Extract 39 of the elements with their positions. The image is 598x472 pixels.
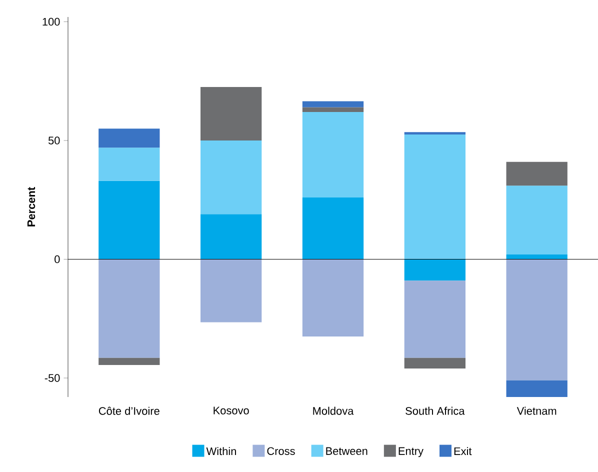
bar (506, 162, 568, 186)
y-tick-label: 100 (42, 18, 60, 26)
bar (302, 259, 364, 336)
bar (506, 254, 568, 260)
legend-label: Cross (267, 447, 295, 455)
bar (404, 259, 466, 281)
bar (506, 186, 568, 254)
bar (302, 107, 364, 112)
y-tick-label: 0 (54, 255, 60, 264)
bar (302, 198, 364, 260)
bar (200, 259, 262, 322)
bar (98, 358, 160, 365)
y-tick-label: -50 (44, 374, 60, 382)
bar (98, 148, 160, 181)
x-tick-label: Kosovo (214, 406, 249, 414)
bar (98, 180, 160, 260)
bar (302, 112, 364, 198)
bar (404, 132, 466, 135)
bar (200, 214, 262, 260)
legend-label: Exit (454, 447, 472, 456)
bar (200, 87, 262, 140)
x-tick-label: Vietnam (516, 406, 556, 415)
legend-label: Within (206, 447, 236, 456)
bar (506, 259, 568, 380)
y-tick-label: 50 (48, 136, 60, 144)
bar (404, 358, 466, 368)
x-tick-label: Côte d’Ivoire (98, 406, 160, 415)
bar (200, 140, 262, 214)
bar (98, 259, 160, 358)
legend-label: Entry (398, 447, 424, 458)
legend-label: Between (326, 447, 368, 455)
bar (404, 280, 466, 358)
bar (506, 380, 568, 397)
y-axis-title: Percent (27, 187, 36, 226)
x-tick-label: Moldova (313, 406, 354, 415)
bar (98, 128, 160, 148)
bar (404, 134, 466, 260)
bar (302, 101, 364, 108)
x-tick-label: South Africa (406, 406, 465, 415)
